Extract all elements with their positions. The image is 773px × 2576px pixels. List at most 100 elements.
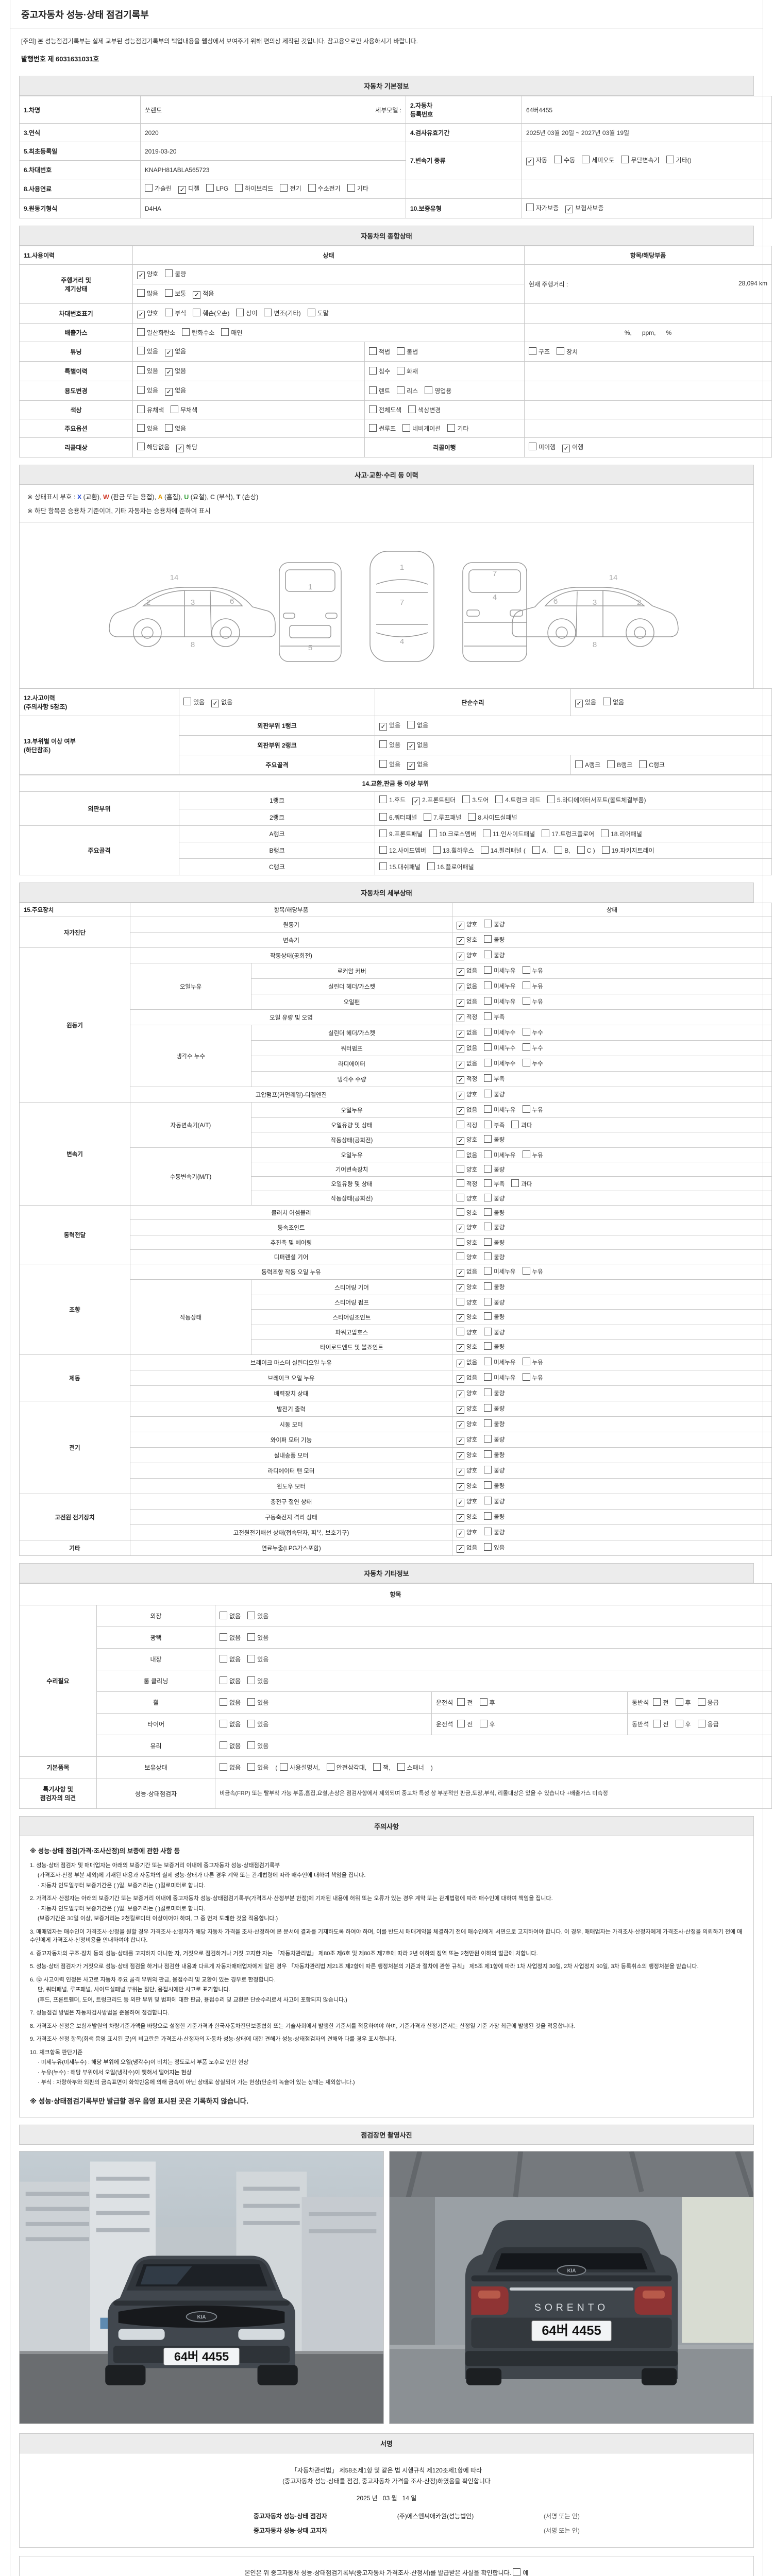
checkbox-checked-icon[interactable]: ✓ <box>457 1499 464 1506</box>
checkbox-unchecked-icon[interactable] <box>457 1121 464 1128</box>
checkbox-없음[interactable]: ✓ 없음 <box>457 1044 477 1053</box>
checkbox-있음[interactable]: 있음 <box>247 1655 268 1664</box>
checkbox-있음[interactable]: 있음 <box>247 1633 268 1642</box>
checkbox-전[interactable]: 전 <box>653 1720 669 1728</box>
checkbox-unchecked-icon[interactable] <box>457 1208 464 1216</box>
checkbox-누유[interactable]: 누유 <box>522 997 543 1006</box>
checkbox-unchecked-icon[interactable] <box>484 997 492 1005</box>
checkbox-양호[interactable]: 양호 <box>457 1194 477 1202</box>
checkbox-unchecked-icon[interactable] <box>137 386 145 394</box>
checkbox-불량[interactable]: 불량 <box>484 1135 505 1144</box>
checkbox-unchecked-icon[interactable] <box>247 1698 256 1706</box>
checkbox-unchecked-icon[interactable] <box>484 1528 492 1535</box>
checkbox-누수[interactable]: 누수 <box>522 1059 543 1067</box>
checkbox-화재[interactable]: 화재 <box>397 367 418 376</box>
checkbox-안전삼각대,[interactable]: 안전삼각대, <box>326 1763 366 1772</box>
checkbox-unchecked-icon[interactable] <box>369 424 377 432</box>
checkbox-장치[interactable]: 장치 <box>557 347 578 356</box>
checkbox-unchecked-icon[interactable] <box>484 1466 492 1473</box>
checkbox-양호[interactable]: ✓ 양호 <box>457 1343 477 1352</box>
checkbox-미이행[interactable]: 미이행 <box>529 443 556 451</box>
checkbox-잭,[interactable]: 잭, <box>373 1763 391 1772</box>
checkbox-9.프론트패널[interactable]: 9.프론트패널 <box>379 829 423 838</box>
checkbox-있음[interactable]: 있음 <box>137 424 158 433</box>
checkbox-checked-icon[interactable]: ✓ <box>457 1284 464 1292</box>
checkbox-적정[interactable]: ✓ 적정 <box>457 1013 477 1022</box>
checkbox-checked-icon[interactable]: ✓ <box>457 1483 464 1491</box>
checkbox-unchecked-icon[interactable] <box>379 862 387 870</box>
checkbox-없음[interactable]: 없음 <box>220 1633 241 1642</box>
checkbox-LPG[interactable]: LPG <box>206 184 228 192</box>
checkbox-전체도색[interactable]: 전체도색 <box>369 405 401 414</box>
checkbox-있음[interactable]: 있음 <box>379 760 400 769</box>
checkbox-사용설명서,[interactable]: 사용설명서, <box>280 1763 320 1772</box>
checkbox-무채색[interactable]: 무채색 <box>171 405 197 414</box>
checkbox-누유[interactable]: 누유 <box>522 1150 543 1159</box>
checkbox-15.대쉬패널[interactable]: 15.대쉬패널 <box>379 862 421 871</box>
checkbox-unchecked-icon[interactable] <box>484 1543 492 1551</box>
checkbox-불량[interactable]: 불량 <box>484 951 505 959</box>
checkbox-unchecked-icon[interactable] <box>137 347 145 354</box>
checkbox-unchecked-icon[interactable] <box>220 1763 227 1771</box>
checkbox-불량[interactable]: 불량 <box>484 1282 505 1291</box>
checkbox-C랭크[interactable]: C랭크 <box>639 760 665 769</box>
checkbox-unchecked-icon[interactable] <box>522 1373 530 1381</box>
checkbox-checked-icon[interactable]: ✓ <box>457 1391 464 1398</box>
checkbox-unchecked-icon[interactable] <box>484 1028 492 1036</box>
checkbox-unchecked-icon[interactable] <box>235 184 243 192</box>
checkbox-unchecked-icon[interactable] <box>557 347 565 355</box>
checkbox-unchecked-icon[interactable] <box>457 1720 465 1727</box>
checkbox-unchecked-icon[interactable] <box>379 829 387 837</box>
checkbox-unchecked-icon[interactable] <box>280 184 288 192</box>
checkbox-checked-icon[interactable]: ✓ <box>165 349 173 357</box>
checkbox-unchecked-icon[interactable] <box>484 1358 492 1365</box>
checkbox-unchecked-icon[interactable] <box>484 1194 492 1201</box>
checkbox-부족[interactable]: 부족 <box>484 1121 505 1129</box>
checkbox-불량[interactable]: 불량 <box>484 1298 505 1307</box>
checkbox-양호[interactable]: 양호 <box>457 1165 477 1174</box>
checkbox-checked-icon[interactable]: ✓ <box>178 186 187 194</box>
checkbox-14.필러패널-([interactable]: 14.필러패널 ( <box>480 846 526 855</box>
checkbox-적정[interactable]: ✓ 적정 <box>457 1075 477 1084</box>
checkbox-unchecked-icon[interactable] <box>522 1043 530 1051</box>
checkbox-양호[interactable]: 양호 <box>457 1298 477 1307</box>
checkbox-unchecked-icon[interactable] <box>484 1121 492 1128</box>
checkbox-checked-icon[interactable]: ✓ <box>457 1545 464 1553</box>
checkbox-unchecked-icon[interactable] <box>522 981 530 989</box>
checkbox-없음[interactable]: ✓ 없음 <box>407 760 428 770</box>
checkbox-checked-icon[interactable]: ✓ <box>407 742 415 750</box>
checkbox-19.파키지트레이[interactable]: 19.파키지트레이 <box>601 846 654 855</box>
checkbox-unchecked-icon[interactable] <box>220 1720 227 1727</box>
checkbox-unchecked-icon[interactable] <box>484 951 492 958</box>
checkbox-양호[interactable]: ✓ 양호 <box>457 1528 477 1537</box>
checkbox-2.프론트휀더[interactable]: ✓ 2.프론트휀더 <box>412 795 456 805</box>
checkbox-불량[interactable]: 불량 <box>484 1252 505 1261</box>
checkbox-있음[interactable]: 있음 <box>247 1676 268 1685</box>
checkbox-과다[interactable]: 과다 <box>511 1121 532 1129</box>
checkbox-양호[interactable]: ✓ 양호 <box>457 951 477 960</box>
checkbox-전기[interactable]: 전기 <box>280 184 301 193</box>
checkbox-적정[interactable]: 적정 <box>457 1121 477 1129</box>
checkbox-unchecked-icon[interactable] <box>429 829 438 837</box>
checkbox-unchecked-icon[interactable] <box>697 1720 705 1727</box>
checkbox-unchecked-icon[interactable] <box>484 1512 492 1520</box>
checkbox-unchecked-icon[interactable] <box>575 760 583 768</box>
checkbox-unchecked-icon[interactable] <box>220 1741 227 1749</box>
checkbox-checked-icon[interactable]: ✓ <box>457 1468 464 1476</box>
checkbox-없음[interactable]: ✓ 없음 <box>457 997 477 1007</box>
checkbox-네비게이션[interactable]: 네비게이션 <box>402 424 441 433</box>
checkbox-불량[interactable]: 불량 <box>165 269 186 278</box>
checkbox-unchecked-icon[interactable] <box>484 1090 492 1097</box>
checkbox-unchecked-icon[interactable] <box>397 1763 405 1771</box>
checkbox-unchecked-icon[interactable] <box>171 405 179 413</box>
checkbox-있음[interactable]: 있음 <box>137 347 158 355</box>
checkbox-4.트렁크-리드[interactable]: 4.트렁크 리드 <box>495 795 541 804</box>
checkbox-unchecked-icon[interactable] <box>479 1698 488 1706</box>
checkbox-unchecked-icon[interactable] <box>425 386 433 394</box>
checkbox-unchecked-icon[interactable] <box>220 1655 227 1663</box>
checkbox-불량[interactable]: 불량 <box>484 1194 505 1202</box>
checkbox-있음[interactable]: 있음 <box>247 1763 268 1772</box>
checkbox-unchecked-icon[interactable] <box>484 1208 492 1216</box>
checkbox-불량[interactable]: 불량 <box>484 1404 505 1413</box>
checkbox-unchecked-icon[interactable] <box>484 1059 492 1066</box>
